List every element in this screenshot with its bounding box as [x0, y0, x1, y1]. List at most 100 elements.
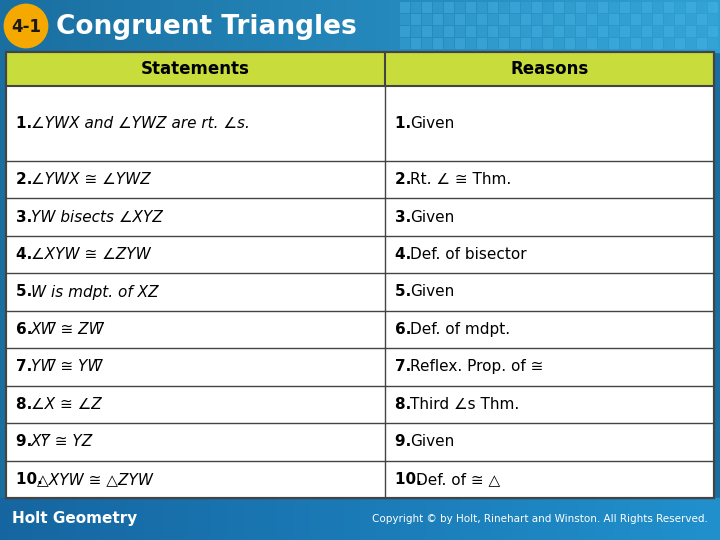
Text: 8.: 8.: [16, 397, 37, 412]
Bar: [642, 26, 652, 37]
Text: 6.: 6.: [395, 322, 416, 337]
Bar: [6, 52, 714, 498]
Bar: [444, 2, 454, 12]
Bar: [620, 14, 629, 24]
Bar: [565, 2, 575, 12]
Bar: [554, 14, 564, 24]
Text: Reasons: Reasons: [510, 60, 588, 78]
Bar: [510, 2, 520, 12]
Bar: [686, 38, 696, 49]
Bar: [521, 14, 531, 24]
Text: 3.: 3.: [395, 210, 416, 225]
Text: Copyright © by Holt, Rinehart and Winston. All Rights Reserved.: Copyright © by Holt, Rinehart and Winsto…: [372, 514, 708, 524]
Bar: [433, 2, 443, 12]
Bar: [620, 38, 629, 49]
Bar: [477, 26, 487, 37]
Text: 4-1: 4-1: [11, 18, 41, 36]
Text: 5.: 5.: [395, 285, 416, 300]
Bar: [708, 2, 718, 12]
Bar: [433, 26, 443, 37]
Bar: [686, 14, 696, 24]
Bar: [400, 14, 410, 24]
Bar: [609, 14, 618, 24]
Bar: [543, 2, 552, 12]
Bar: [6, 52, 714, 498]
Bar: [488, 38, 498, 49]
Bar: [664, 26, 673, 37]
Bar: [477, 14, 487, 24]
Bar: [532, 38, 541, 49]
Bar: [554, 26, 564, 37]
Bar: [598, 2, 608, 12]
Bar: [510, 38, 520, 49]
Text: 1.: 1.: [16, 116, 37, 131]
Text: YW̅ ≅ YW̅: YW̅ ≅ YW̅: [31, 360, 102, 374]
Text: 4.: 4.: [395, 247, 416, 262]
Bar: [631, 14, 641, 24]
Text: Holt Geometry: Holt Geometry: [12, 511, 138, 526]
Text: Third ∠s Thm.: Third ∠s Thm.: [410, 397, 519, 412]
Text: △XYW ≅ △ZYW: △XYW ≅ △ZYW: [37, 472, 153, 487]
Bar: [400, 38, 410, 49]
Bar: [466, 38, 475, 49]
Bar: [466, 26, 475, 37]
Bar: [499, 14, 508, 24]
Bar: [554, 2, 564, 12]
Text: 5.: 5.: [16, 285, 37, 300]
Bar: [565, 14, 575, 24]
Bar: [642, 2, 652, 12]
Text: ∠X ≅ ∠Z: ∠X ≅ ∠Z: [31, 397, 102, 412]
Bar: [576, 26, 585, 37]
Bar: [697, 38, 706, 49]
Text: Given: Given: [410, 210, 454, 225]
Bar: [708, 14, 718, 24]
Bar: [598, 26, 608, 37]
Bar: [444, 38, 454, 49]
Bar: [708, 38, 718, 49]
Bar: [444, 26, 454, 37]
Bar: [444, 14, 454, 24]
Bar: [411, 38, 420, 49]
Bar: [587, 26, 596, 37]
Bar: [477, 38, 487, 49]
Text: Given: Given: [410, 116, 454, 131]
Bar: [422, 14, 431, 24]
Bar: [587, 14, 596, 24]
Text: 10.: 10.: [16, 472, 48, 487]
Bar: [642, 38, 652, 49]
Text: ∠YWX and ∠YWZ are rt. ∠s.: ∠YWX and ∠YWZ are rt. ∠s.: [31, 116, 250, 131]
Text: Given: Given: [410, 434, 454, 449]
Bar: [0, 0, 720, 52]
Bar: [620, 26, 629, 37]
Bar: [521, 26, 531, 37]
Bar: [488, 14, 498, 24]
Bar: [653, 2, 662, 12]
Text: Given: Given: [410, 285, 454, 300]
Bar: [576, 14, 585, 24]
Bar: [499, 2, 508, 12]
Bar: [609, 26, 618, 37]
Bar: [499, 38, 508, 49]
Bar: [422, 26, 431, 37]
Bar: [686, 26, 696, 37]
Text: Def. of bisector: Def. of bisector: [410, 247, 526, 262]
Bar: [510, 14, 520, 24]
Bar: [697, 14, 706, 24]
Text: XW̅ ≅ ZW̅: XW̅ ≅ ZW̅: [31, 322, 104, 337]
Bar: [510, 26, 520, 37]
Bar: [664, 38, 673, 49]
Bar: [532, 14, 541, 24]
Bar: [598, 38, 608, 49]
Bar: [609, 2, 618, 12]
Bar: [543, 14, 552, 24]
Text: ∠YWX ≅ ∠YWZ: ∠YWX ≅ ∠YWZ: [31, 172, 150, 187]
Bar: [400, 26, 410, 37]
Text: 6.: 6.: [16, 322, 37, 337]
Bar: [521, 38, 531, 49]
Bar: [455, 14, 464, 24]
Bar: [543, 26, 552, 37]
Text: 4.: 4.: [16, 247, 37, 262]
Text: Def. of mdpt.: Def. of mdpt.: [410, 322, 510, 337]
Text: 7.: 7.: [16, 360, 37, 374]
Text: Reflex. Prop. of ≅: Reflex. Prop. of ≅: [410, 360, 543, 374]
